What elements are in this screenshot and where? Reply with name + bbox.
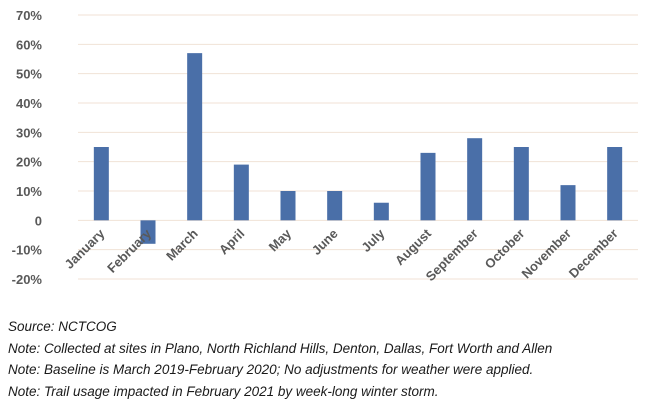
- x-tick-label-october: October: [482, 226, 528, 272]
- x-tick-label-june: June: [309, 226, 341, 258]
- y-tick-label: 70%: [16, 8, 42, 23]
- bar-june: [327, 191, 343, 221]
- bar-november: [560, 185, 576, 221]
- x-tick-label-august: August: [392, 225, 435, 268]
- y-axis-tick-labels: 70% 60% 50% 40% 30% 20% 10% 0 -10% -20%: [12, 8, 43, 287]
- y-tick-label: 40%: [16, 96, 42, 111]
- y-tick-label: 60%: [16, 37, 42, 52]
- bars: [93, 53, 623, 244]
- sites-note: Note: Collected at sites in Plano, North…: [8, 340, 553, 356]
- y-tick-label: -10%: [12, 243, 43, 258]
- x-tick-label-july: July: [358, 225, 388, 255]
- x-tick-label-april: April: [216, 226, 248, 258]
- x-tick-label-february: February: [104, 225, 154, 275]
- bar-january: [93, 147, 109, 221]
- y-tick-label: 0: [35, 213, 42, 228]
- y-tick-label: 30%: [16, 125, 42, 140]
- bar-september: [467, 138, 483, 221]
- bar-december: [607, 147, 623, 221]
- baseline-note: Note: Baseline is March 2019-February 20…: [8, 362, 534, 377]
- x-tick-label-december: December: [566, 226, 621, 281]
- y-tick-label: -20%: [12, 272, 43, 287]
- bar-july: [373, 202, 389, 221]
- bar-march: [187, 53, 203, 221]
- y-tick-label: 10%: [16, 184, 42, 199]
- x-tick-label-november: November: [519, 226, 575, 282]
- chart-notes: Source: NCTCOG Note: Collected at sites …: [8, 316, 644, 402]
- bar-october: [513, 147, 529, 221]
- storm-note: Note: Trail usage impacted in February 2…: [8, 383, 439, 399]
- bar-february: [140, 220, 156, 244]
- y-tick-label: 20%: [16, 155, 42, 170]
- x-tick-label-january: January: [62, 225, 108, 271]
- bar-chart: 70% 60% 50% 40% 30% 20% 10% 0 -10% -20% JanuaryFe…: [12, 8, 638, 287]
- gridlines: [78, 14, 638, 280]
- bar-august: [420, 152, 436, 221]
- bar-april: [233, 164, 249, 221]
- bar-may: [280, 191, 296, 221]
- y-tick-label: 50%: [16, 67, 42, 82]
- x-tick-label-march: March: [163, 226, 201, 264]
- source-note: Source: NCTCOG: [8, 319, 117, 334]
